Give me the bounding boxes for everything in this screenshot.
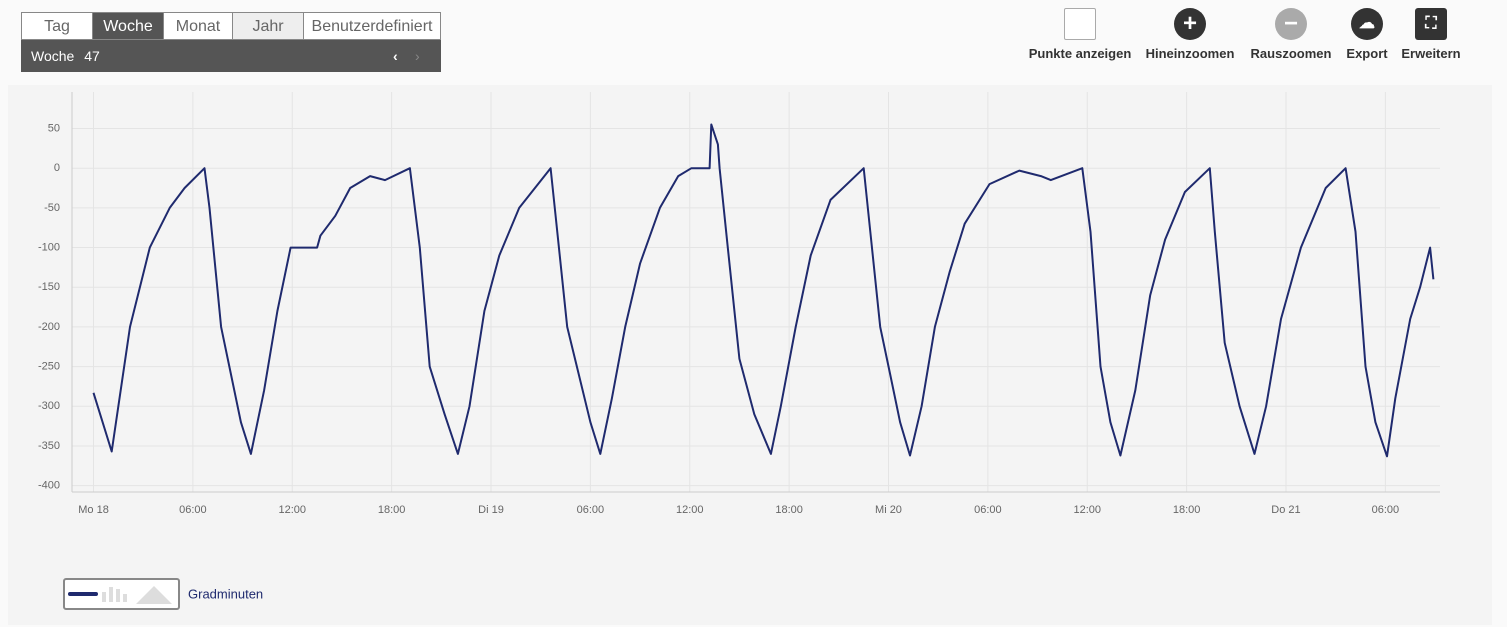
x-tick-label: 06:00 bbox=[179, 504, 207, 516]
tool[interactable]: Punkte anzeigen bbox=[1025, 8, 1135, 61]
x-tick-label: Mo 18 bbox=[78, 504, 109, 516]
tool[interactable]: − Rauszoomen bbox=[1236, 8, 1346, 61]
y-tick-label: -50 bbox=[44, 202, 60, 214]
y-tick-label: 50 bbox=[48, 122, 60, 134]
y-tick-label: -200 bbox=[38, 321, 60, 333]
icon: + bbox=[1174, 8, 1206, 40]
checkbox[interactable] bbox=[1064, 8, 1096, 40]
next-button[interactable]: › bbox=[415, 48, 420, 64]
y-tick-label: 0 bbox=[54, 162, 60, 174]
tab[interactable]: Jahr bbox=[232, 12, 304, 40]
legend-label: Gradminuten bbox=[188, 586, 263, 601]
tool[interactable]: ☁ Export bbox=[1312, 8, 1422, 61]
y-tick-label: -250 bbox=[38, 361, 60, 373]
tool-label: Rauszoomen bbox=[1250, 46, 1332, 61]
x-tick-label: 06:00 bbox=[577, 504, 605, 516]
y-tick-label: -400 bbox=[38, 480, 60, 492]
tab[interactable]: Benutzerdefiniert bbox=[303, 12, 441, 40]
x-tick-label: 18:00 bbox=[378, 504, 406, 516]
chart-bg bbox=[8, 85, 1492, 625]
prev-button[interactable]: ‹ bbox=[393, 48, 398, 64]
x-tick-label: 12:00 bbox=[279, 504, 307, 516]
period-label: Woche bbox=[31, 48, 75, 64]
y-tick-label: -300 bbox=[38, 400, 60, 412]
tab[interactable]: Woche bbox=[92, 12, 164, 40]
tool[interactable]: ⛶ Erweitern bbox=[1376, 8, 1486, 61]
icon: ☁ bbox=[1351, 8, 1383, 40]
x-tick-label: Mi 20 bbox=[875, 504, 902, 516]
legend-icons bbox=[102, 586, 172, 604]
x-tick-label: 18:00 bbox=[1173, 504, 1201, 516]
x-tick-label: Do 21 bbox=[1271, 504, 1300, 516]
tab[interactable]: Tag bbox=[21, 12, 93, 40]
y-tick-label: -150 bbox=[38, 281, 60, 293]
y-tick-label: -100 bbox=[38, 241, 60, 253]
icon: − bbox=[1275, 8, 1307, 40]
y-tick-label: -350 bbox=[38, 440, 60, 452]
icon: ⛶ bbox=[1415, 8, 1447, 40]
tool[interactable]: + Hineinzoomen bbox=[1135, 8, 1245, 61]
tool-label: Hineinzoomen bbox=[1145, 46, 1235, 61]
tab[interactable]: Monat bbox=[163, 12, 233, 40]
x-tick-label: 12:00 bbox=[676, 504, 704, 516]
x-tick-label: Di 19 bbox=[478, 504, 504, 516]
x-tick-label: 12:00 bbox=[1073, 504, 1101, 516]
x-tick-label: 18:00 bbox=[775, 504, 803, 516]
tool-label: Erweitern bbox=[1401, 46, 1461, 61]
tool-label: Export bbox=[1346, 46, 1388, 61]
tool-label: Punkte anzeigen bbox=[1028, 46, 1132, 61]
data-line bbox=[92, 123, 1435, 458]
x-tick-label: 06:00 bbox=[974, 504, 1002, 516]
period-bar: Woche 47 ‹ › bbox=[21, 40, 441, 72]
period-number: 47 bbox=[84, 48, 100, 64]
x-tick-label: 06:00 bbox=[1372, 504, 1400, 516]
